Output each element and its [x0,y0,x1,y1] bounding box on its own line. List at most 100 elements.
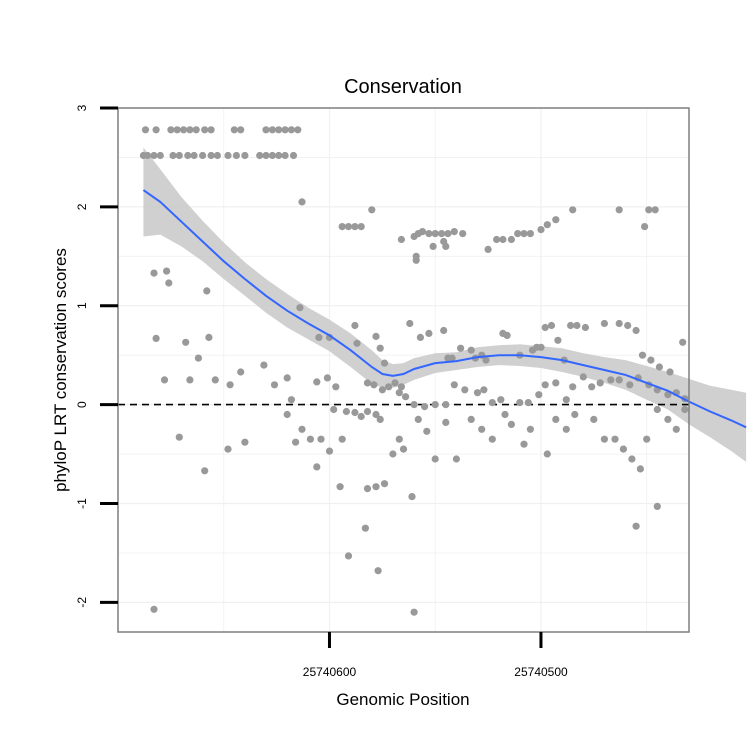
data-point [281,126,289,134]
data-point [440,326,448,335]
data-point [653,502,661,510]
data-point [330,405,338,414]
data-point [397,383,405,391]
data-point [351,223,359,231]
data-point [338,435,346,443]
data-point [600,435,609,443]
data-point [537,343,545,351]
data-point [372,483,380,491]
data-point [416,333,424,341]
data-point [632,522,640,530]
data-point [332,383,340,391]
data-point [152,126,160,134]
data-point [363,379,372,387]
data-point [488,399,496,407]
smooth-fit-line [142,189,747,429]
y-tick-label: -2 [75,597,89,608]
data-point [363,407,372,416]
confidence-band-layer [143,147,747,462]
data-point [306,435,314,443]
y-tick-label: 1 [75,302,89,309]
data-point [562,425,570,433]
data-point [478,425,486,433]
data-point [224,445,232,453]
data-point [412,256,420,264]
data-point [344,552,353,560]
data-point [226,381,234,389]
smooth-fit-layer [142,189,747,429]
data-point [501,410,509,419]
data-point [619,445,628,453]
data-point [376,344,384,352]
data-point [370,381,378,389]
data-point [497,396,505,404]
data-point [260,361,268,369]
data-point [507,420,515,428]
data-point [372,410,380,419]
x-tick-label: 25740500 [514,665,568,679]
data-point [213,151,221,160]
data-point [402,393,410,401]
data-point [325,447,334,455]
data-point [423,427,431,435]
data-point [459,230,467,238]
data-point [541,381,549,389]
data-point [552,379,560,387]
data-point [156,151,164,160]
data-point [374,567,382,575]
data-point [192,126,200,134]
data-point [624,321,632,330]
data-point [186,376,194,384]
data-point [175,433,183,441]
data-point [201,467,209,475]
data-point [313,463,321,471]
data-point [163,267,171,275]
data-point [211,376,219,384]
data-point [645,206,653,214]
data-point [323,374,331,382]
data-point [287,396,295,404]
data-point [201,126,209,134]
data-point [547,321,556,330]
data-point [186,126,194,134]
data-point [232,151,240,160]
data-point [353,339,361,347]
data-point [666,368,674,376]
data-point [230,126,238,134]
data-point [289,151,298,160]
data-point [152,334,160,342]
data-point [467,415,475,423]
data-point [344,223,353,231]
data-point [590,415,598,423]
data-point [408,493,416,501]
data-point [173,126,181,134]
data-point [632,326,640,335]
data-point [615,319,623,328]
data-point [457,344,465,352]
data-point [395,435,403,443]
data-point [672,425,680,433]
data-point [385,383,393,391]
data-point [315,333,323,341]
data-point [237,368,245,376]
data-point [573,321,581,330]
data-point [199,151,207,160]
data-point [516,399,524,407]
axes: -2 -1 0 1 2 3 25740600 25740500 [75,104,568,679]
y-tick-label: 3 [75,104,89,111]
confidence-band [143,147,747,462]
y-axis-label: phyloP LRT conservation scores [51,248,70,492]
data-point [342,407,350,416]
data-point [431,230,439,238]
data-point [607,376,615,384]
chart-title: Conservation [344,76,462,98]
data-point [526,230,535,238]
data-point [541,323,549,332]
data-point [448,354,456,362]
data-point [488,435,496,443]
data-point [338,223,346,231]
data-point [262,151,270,160]
data-point [440,237,448,246]
data-point [429,242,437,250]
